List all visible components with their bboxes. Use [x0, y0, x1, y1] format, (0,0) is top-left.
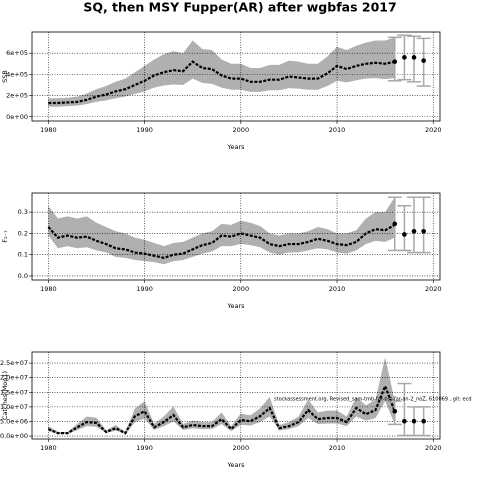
x-tick-label: 2020	[425, 126, 442, 134]
x-tick-label: 1980	[40, 444, 57, 452]
projection-point	[402, 418, 407, 424]
y-axis-label: F₂₋₇	[1, 230, 9, 243]
x-tick-label: 2010	[329, 444, 346, 452]
y-tick-label: 0e+00	[6, 113, 28, 121]
x-tick-label: 1990	[136, 285, 153, 293]
y-tick-label: 6e+05	[6, 49, 28, 57]
y-axis-label: Catches(Mop1)	[1, 371, 9, 420]
chart-title: SQ, then MSY Fupper(AR) after wgbfas 201…	[83, 0, 396, 15]
y-tick-label: 1.0e+07	[0, 403, 28, 411]
projection-point	[392, 408, 398, 414]
x-tick-label: 2000	[233, 126, 250, 134]
plot-frame	[31, 192, 441, 281]
projection-point	[421, 418, 426, 424]
x-tick-label: 2020	[425, 285, 442, 293]
x-tick-label: 1980	[40, 126, 57, 134]
confidence-band	[48, 197, 395, 265]
y-tick-label: 1.5e+07	[0, 388, 28, 396]
projection-point	[392, 221, 398, 227]
y-tick-label: 0.3	[18, 208, 28, 216]
y-tick-label: 2.0e+07	[0, 374, 28, 382]
y-tick-label: 4e+05	[6, 70, 28, 78]
y-tick-label: 0.2	[18, 229, 28, 237]
y-tick-label: 2e+05	[6, 92, 28, 100]
projection-point	[421, 58, 426, 63]
median-line	[48, 60, 396, 105]
x-tick-label: 2010	[329, 126, 346, 134]
x-tick-label: 1990	[136, 444, 153, 452]
x-axis-label: Years	[226, 461, 245, 469]
x-axis-label: Years	[226, 302, 245, 310]
projection-point	[402, 55, 407, 60]
x-axis-label: Years	[226, 143, 245, 151]
projection-point	[402, 232, 407, 237]
confidence-band	[48, 357, 395, 435]
projection-point	[392, 59, 398, 64]
y-tick-label: 5.0e+06	[0, 417, 28, 425]
annotation: stockassessment.org, Revised_sam-tmb-fur…	[274, 397, 472, 403]
x-tick-label: 2000	[233, 444, 250, 452]
y-tick-label: 0.1	[18, 251, 28, 259]
x-tick-label: 2020	[425, 444, 442, 452]
x-tick-label: 1990	[136, 126, 153, 134]
median-line	[47, 223, 396, 260]
y-tick-label: 0.0e+00	[0, 432, 28, 440]
plot-frame	[31, 351, 441, 440]
plot-frame	[31, 31, 441, 122]
projection-point	[411, 55, 417, 60]
median-line	[47, 383, 396, 435]
x-tick-label: 1980	[40, 285, 57, 293]
y-tick-label: 2.5e+07	[0, 359, 28, 367]
projection-point	[411, 418, 417, 424]
x-tick-label: 2000	[233, 285, 250, 293]
y-tick-label: 0.0	[18, 272, 28, 280]
x-tick-label: 2010	[329, 285, 346, 293]
confidence-band	[48, 37, 395, 107]
projection-point	[421, 228, 426, 234]
y-axis-label: SSB	[1, 70, 9, 83]
projection-point	[411, 228, 417, 234]
